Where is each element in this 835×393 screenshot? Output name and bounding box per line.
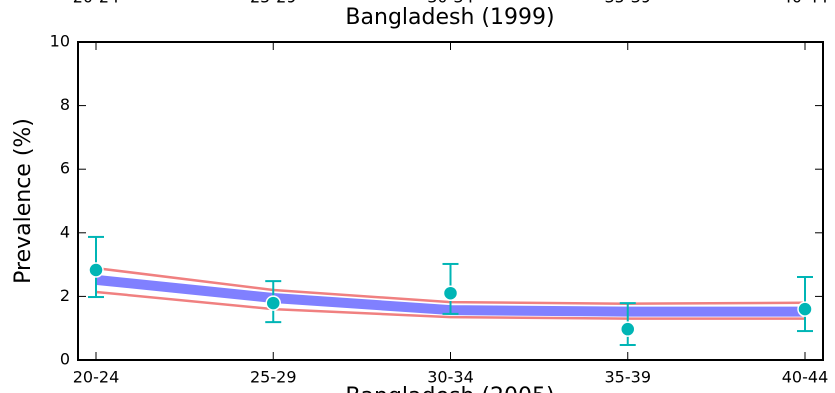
x-tick-label: 30-34 bbox=[427, 368, 474, 387]
above-tick-label: 30-34 bbox=[427, 0, 474, 7]
point bbox=[797, 301, 813, 317]
above-tick-label: 35-39 bbox=[605, 0, 652, 7]
chart-title: Bangladesh (1999) bbox=[345, 5, 554, 30]
x-tick-label: 20-24 bbox=[73, 368, 120, 387]
y-tick-label: 4 bbox=[60, 222, 70, 241]
point bbox=[88, 262, 104, 278]
point bbox=[620, 321, 636, 337]
y-tick-label: 8 bbox=[60, 95, 70, 114]
series-line bbox=[95, 290, 805, 320]
y-tick-label: 2 bbox=[60, 286, 70, 305]
point bbox=[265, 295, 281, 311]
x-tick-label: 40-44 bbox=[782, 368, 829, 387]
above-tick-label: 25-29 bbox=[250, 0, 297, 7]
x-tick-label: 25-29 bbox=[250, 368, 297, 387]
y-tick-label: 10 bbox=[50, 32, 70, 51]
point bbox=[442, 285, 459, 301]
above-tick-label: 40-44 bbox=[782, 0, 829, 7]
plot bbox=[88, 235, 813, 347]
next-chart-title: Bangladesh (2005) bbox=[345, 384, 554, 393]
y-tick-label: 6 bbox=[60, 159, 70, 178]
y-axis-label: Prevalence (%) bbox=[11, 118, 36, 284]
above-tick-label: 20-24 bbox=[73, 0, 120, 7]
plot-frame bbox=[77, 41, 824, 361]
x-tick-label: 35-39 bbox=[605, 368, 652, 387]
y-tick-label: 0 bbox=[60, 350, 70, 369]
